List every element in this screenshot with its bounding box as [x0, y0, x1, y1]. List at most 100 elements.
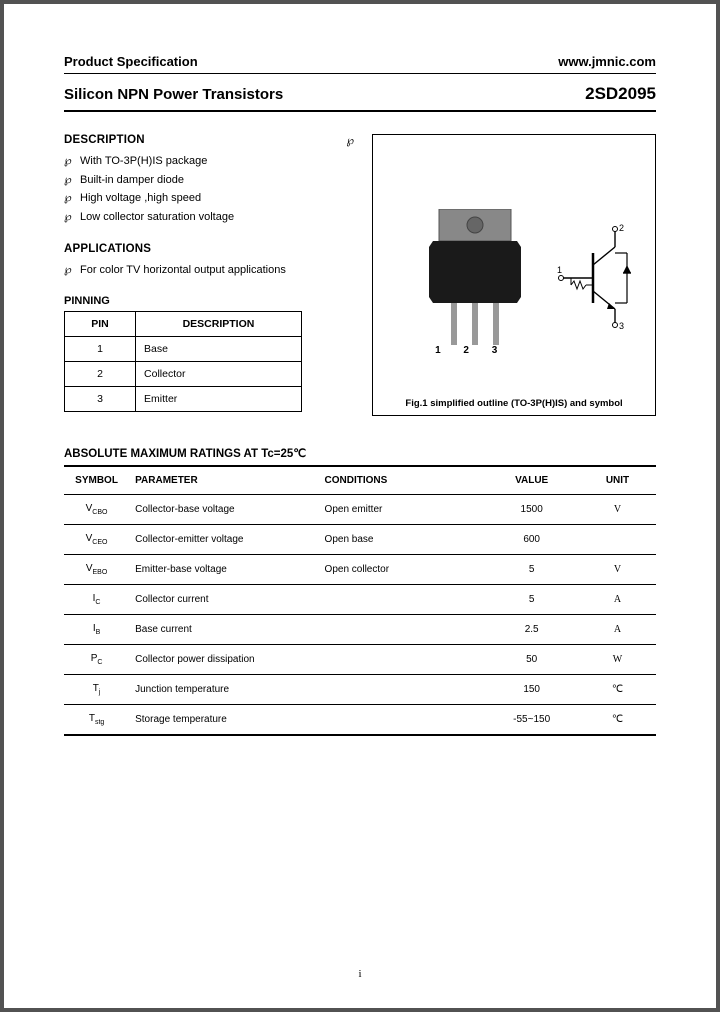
- cell-unit: W: [579, 645, 656, 675]
- cell-conditions: [319, 705, 485, 736]
- description-section: ℘ DESCRIPTION ℘With TO-3P(H)IS package ℘…: [64, 134, 354, 227]
- pin-desc: Base: [136, 337, 302, 362]
- pin-num: 2: [65, 362, 136, 387]
- cell-conditions: Open base: [319, 525, 485, 555]
- table-row: IBBase current 2.5A: [64, 615, 656, 645]
- datasheet-page: Product Specification www.jmnic.com Sili…: [4, 4, 716, 1008]
- cell-value: 600: [484, 525, 579, 555]
- cell-conditions: [319, 645, 485, 675]
- cell-conditions: Open collector: [319, 555, 485, 585]
- desc-item: Low collector saturation voltage: [80, 208, 234, 227]
- right-column: 1 2 3 1 2 3: [372, 134, 656, 416]
- cell-symbol: VCEO: [64, 525, 129, 555]
- pinning-heading: PINNING: [64, 295, 354, 307]
- page-number: i: [4, 968, 716, 980]
- table-row: VEBOEmitter-base voltageOpen collector5V: [64, 555, 656, 585]
- cell-value: 5: [484, 555, 579, 585]
- applications-section: APPLICATIONS ℘For color TV horizontal ou…: [64, 243, 354, 280]
- table-row: 3 Emitter: [65, 387, 302, 412]
- cell-symbol: IB: [64, 615, 129, 645]
- cell-symbol: PC: [64, 645, 129, 675]
- figure-caption: Fig.1 simplified outline (TO-3P(H)IS) an…: [373, 398, 655, 409]
- cell-unit: ℃: [579, 705, 656, 736]
- table-row: PCCollector power dissipation 50W: [64, 645, 656, 675]
- table-row: VCBOCollector-base voltageOpen emitter15…: [64, 495, 656, 525]
- cell-conditions: Open emitter: [319, 495, 485, 525]
- product-title: Silicon NPN Power Transistors: [64, 86, 283, 103]
- table-row: VCEOCollector-emitter voltageOpen base60…: [64, 525, 656, 555]
- col-symbol: SYMBOL: [64, 466, 129, 495]
- col-conditions: CONDITIONS: [319, 466, 485, 495]
- applications-heading: APPLICATIONS: [64, 243, 354, 255]
- cell-value: 5: [484, 585, 579, 615]
- cell-conditions: [319, 615, 485, 645]
- col-parameter: PARAMETER: [129, 466, 318, 495]
- table-row: 2 Collector: [65, 362, 302, 387]
- part-number: 2SD2095: [585, 84, 656, 104]
- side-mark: ℘: [346, 134, 354, 147]
- applications-bullets: ℘For color TV horizontal output applicat…: [64, 261, 354, 280]
- pinning-table: PIN DESCRIPTION 1 Base 2 Collector 3 Emi…: [64, 311, 302, 412]
- cell-parameter: Emitter-base voltage: [129, 555, 318, 585]
- pin-col-header: PIN: [65, 312, 136, 337]
- cell-unit: A: [579, 615, 656, 645]
- title-row: Silicon NPN Power Transistors 2SD2095: [64, 74, 656, 112]
- pin-labels: 1 2 3: [435, 345, 507, 356]
- cell-value: 50: [484, 645, 579, 675]
- desc-item: With TO-3P(H)IS package: [80, 152, 207, 171]
- col-value: VALUE: [484, 466, 579, 495]
- table-row: TstgStorage temperature -55~150℃: [64, 705, 656, 736]
- cell-parameter: Collector power dissipation: [129, 645, 318, 675]
- header-left: Product Specification: [64, 54, 198, 69]
- cell-parameter: Junction temperature: [129, 675, 318, 705]
- transistor-symbol-icon: 1 2 3: [557, 223, 635, 338]
- pinning-section: PINNING PIN DESCRIPTION 1 Base 2 Collect…: [64, 295, 354, 412]
- desc-col-header: DESCRIPTION: [136, 312, 302, 337]
- svg-text:1: 1: [557, 265, 562, 275]
- cell-parameter: Collector-emitter voltage: [129, 525, 318, 555]
- table-row: ICCollector current 5A: [64, 585, 656, 615]
- cell-symbol: VCBO: [64, 495, 129, 525]
- page-header: Product Specification www.jmnic.com: [64, 54, 656, 74]
- desc-item: Built-in damper diode: [80, 171, 184, 190]
- cell-parameter: Collector-base voltage: [129, 495, 318, 525]
- svg-text:3: 3: [619, 321, 624, 331]
- desc-item: High voltage ,high speed: [80, 189, 201, 208]
- left-column: ℘ DESCRIPTION ℘With TO-3P(H)IS package ℘…: [64, 134, 354, 416]
- cell-parameter: Collector current: [129, 585, 318, 615]
- transistor-package-icon: [429, 209, 521, 354]
- cell-unit: V: [579, 495, 656, 525]
- cell-unit: A: [579, 585, 656, 615]
- ratings-header-row: SYMBOL PARAMETER CONDITIONS VALUE UNIT: [64, 466, 656, 495]
- col-unit: UNIT: [579, 466, 656, 495]
- description-bullets: ℘With TO-3P(H)IS package ℘Built-in dampe…: [64, 152, 354, 227]
- ratings-heading: ABSOLUTE MAXIMUM RATINGS AT Tc=25℃: [64, 446, 656, 460]
- pin-num: 1: [65, 337, 136, 362]
- cell-parameter: Storage temperature: [129, 705, 318, 736]
- app-item: For color TV horizontal output applicati…: [80, 261, 286, 280]
- header-right: www.jmnic.com: [558, 54, 656, 69]
- table-row: 1 Base: [65, 337, 302, 362]
- cell-symbol: Tj: [64, 675, 129, 705]
- cell-conditions: [319, 675, 485, 705]
- description-heading: DESCRIPTION: [64, 134, 354, 146]
- cell-value: 2.5: [484, 615, 579, 645]
- cell-unit: ℃: [579, 675, 656, 705]
- cell-value: 1500: [484, 495, 579, 525]
- cell-symbol: IC: [64, 585, 129, 615]
- pin-desc: Collector: [136, 362, 302, 387]
- figure-box: 1 2 3 1 2 3: [372, 134, 656, 416]
- cell-symbol: VEBO: [64, 555, 129, 585]
- cell-parameter: Base current: [129, 615, 318, 645]
- pin-desc: Emitter: [136, 387, 302, 412]
- table-row: TjJunction temperature 150℃: [64, 675, 656, 705]
- cell-value: -55~150: [484, 705, 579, 736]
- cell-unit: [579, 525, 656, 555]
- cell-conditions: [319, 585, 485, 615]
- cell-value: 150: [484, 675, 579, 705]
- cell-symbol: Tstg: [64, 705, 129, 736]
- pin-num: 3: [65, 387, 136, 412]
- ratings-table: SYMBOL PARAMETER CONDITIONS VALUE UNIT V…: [64, 465, 656, 736]
- svg-text:2: 2: [619, 223, 624, 233]
- cell-unit: V: [579, 555, 656, 585]
